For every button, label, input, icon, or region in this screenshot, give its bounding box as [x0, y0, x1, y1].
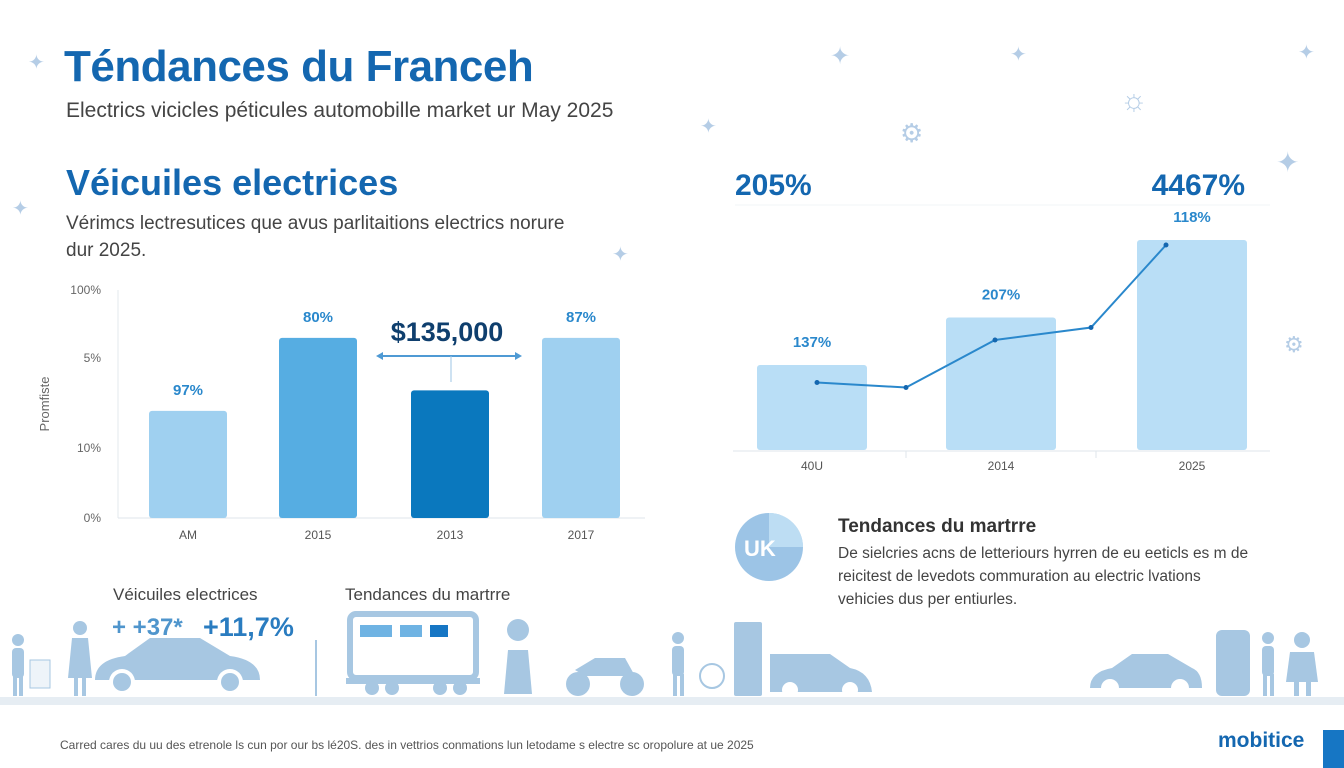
ev-stat-small: + +37*: [112, 614, 183, 641]
bar: [279, 337, 357, 518]
sparkle-icon: ✦: [1298, 42, 1315, 64]
motorcycle-icon: [566, 658, 644, 696]
x-tick-label: 2015: [305, 528, 332, 542]
van-icon: [770, 654, 872, 698]
bar: [149, 410, 227, 518]
y-tick-label: 10%: [77, 441, 101, 455]
x-tick-label: 40U: [801, 459, 823, 473]
person-icon: [672, 632, 684, 696]
trend-point: [992, 337, 998, 343]
person-icon: [68, 621, 92, 696]
sparkle-icon: ✦: [612, 244, 629, 266]
page-subtitle: Electrics vicicles péticules automobille…: [66, 99, 614, 122]
sign-icon: [29, 659, 51, 689]
sparkle-icon: ✦: [1010, 44, 1027, 66]
y-tick-label: 0%: [84, 511, 102, 525]
data-label: 118%: [1173, 209, 1211, 226]
brand-logo: mobitice: [1218, 729, 1305, 752]
market-gauge-icon: UK: [735, 513, 803, 581]
car-icon: [95, 638, 260, 695]
data-label: 207%: [982, 287, 1020, 304]
charging-station-icon: [734, 622, 762, 696]
person-icon: [1286, 632, 1318, 696]
bar: [946, 317, 1056, 450]
car-icon: [1090, 654, 1202, 697]
sparkle-icon: ✦: [700, 116, 717, 138]
trailer-icon: [346, 611, 480, 695]
svg-text:UK: UK: [744, 536, 776, 561]
bar: [411, 390, 489, 518]
gear-icon: ⚙: [900, 118, 924, 148]
sparkle-icon: ✦: [12, 198, 29, 220]
sparkle-icon: ✦: [1276, 147, 1300, 178]
gear-icon: ⚙: [1284, 332, 1304, 357]
ground-line: [0, 697, 1344, 705]
footnote: Carred cares du uu des etrenole ls cun p…: [60, 738, 754, 752]
data-label: 80%: [303, 309, 333, 326]
market-trends-body: De sielcries acns de letteriours hyrren …: [838, 545, 1249, 608]
trend-point: [1163, 242, 1169, 248]
chart-right: 205% 4467% 137% 40U 207% 2014 118% 2025: [733, 169, 1270, 473]
y-tick-label: 100%: [70, 283, 101, 297]
sun-icon: ☼: [1120, 84, 1148, 117]
brand-accent-bar: [1323, 730, 1344, 768]
y-axis-label: Promfiste: [37, 377, 52, 432]
balloon-icon: [699, 663, 725, 689]
x-tick-label: 2013: [437, 528, 464, 542]
page-title: Téndances du Franceh: [64, 42, 534, 91]
data-label: 137%: [793, 334, 831, 351]
market-trends-title: Tendances du martrre: [838, 516, 1037, 537]
bar: [542, 337, 620, 518]
divider: [315, 640, 317, 696]
ev-stat-big: +11,7%: [203, 612, 294, 642]
charger-icon: [1216, 630, 1250, 696]
bar: [757, 365, 867, 450]
chart-left: 100% 5% 10% 0% Promfiste AM 97% 2015 80% 2013 2017…: [37, 283, 645, 542]
headline-left: 205%: [735, 169, 812, 202]
x-tick-label: 2014: [988, 459, 1015, 473]
headline-right: 4467%: [1152, 169, 1245, 202]
section-description: Vérimcs lectresutices que avus parlitait…: [66, 213, 565, 261]
person-icon: [1262, 632, 1274, 696]
x-tick-label: AM: [179, 528, 197, 542]
person-icon: [12, 634, 24, 696]
sparkle-icon: ✦: [28, 52, 45, 74]
data-label: 97%: [173, 382, 203, 399]
trend-point: [814, 380, 820, 385]
bar: [1137, 240, 1247, 450]
x-tick-label: 2025: [1179, 459, 1206, 473]
data-label: 87%: [566, 309, 596, 326]
sparkle-icon: ✦: [830, 43, 851, 70]
clock-person-icon: [504, 619, 532, 694]
trend-point: [903, 385, 909, 390]
illustration-strip: [12, 611, 1318, 698]
annotation-value: $135,000: [391, 317, 504, 347]
trend-point: [1088, 325, 1094, 330]
x-tick-label: 2017: [568, 528, 595, 542]
ev-label: Véicuiles electrices: [113, 585, 258, 604]
trends-label: Tendances du martrre: [345, 585, 511, 604]
section-title: Véicuiles electrices: [66, 162, 399, 203]
y-tick-label: 5%: [84, 351, 102, 365]
